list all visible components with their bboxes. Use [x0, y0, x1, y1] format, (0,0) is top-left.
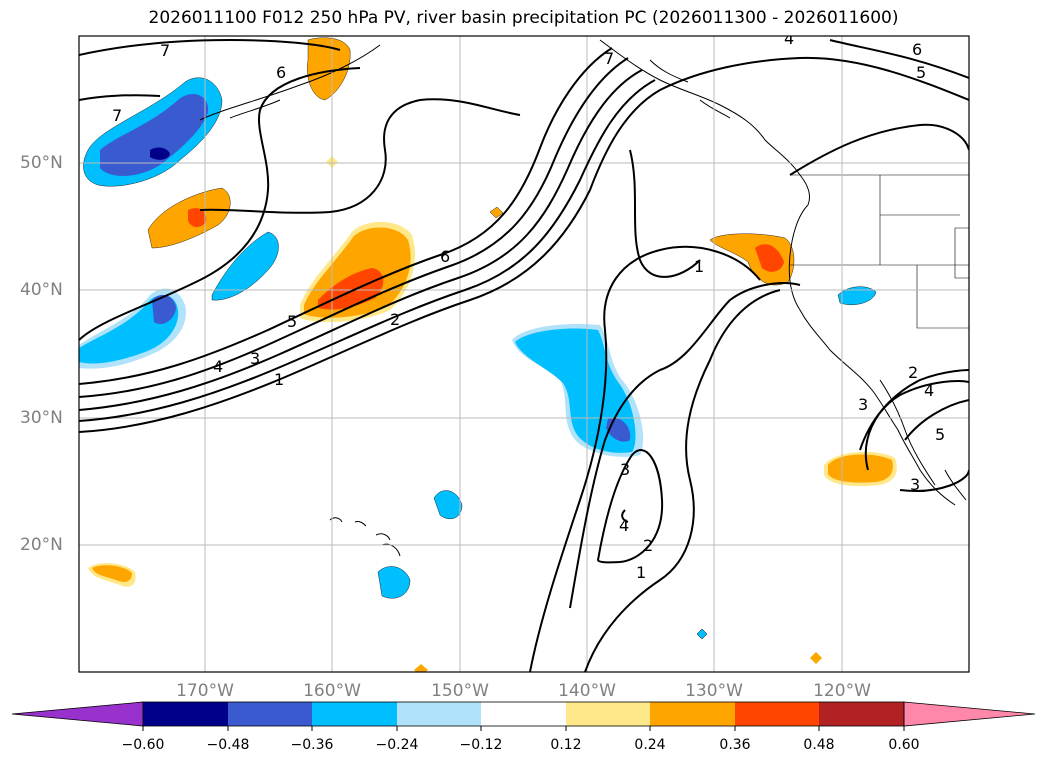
contour-label: 3	[858, 395, 868, 414]
contour-label: 5	[287, 312, 297, 331]
contour-label: 4	[619, 516, 629, 535]
lat-label: 50°N	[20, 153, 63, 173]
alaska-coastline	[199, 39, 811, 206]
contour-label: 2	[908, 363, 918, 382]
positive-precip-region	[188, 208, 207, 228]
colorbar-tick-label: 0.12	[550, 737, 582, 753]
positive-precip-region	[709, 233, 795, 286]
contour-label: 4	[924, 381, 934, 400]
positive-precip-region	[414, 664, 428, 672]
negative-precip-region	[433, 490, 463, 520]
contour-label: 3	[620, 460, 630, 479]
colorbar-tick-label: 0.48	[803, 737, 835, 753]
colorbar	[11, 701, 1036, 731]
lon-label: 140°W	[558, 681, 616, 701]
hawaiian-islands	[329, 517, 401, 557]
lon-label: 130°W	[685, 681, 743, 701]
negative-precip-region	[377, 566, 411, 599]
contour-label: 1	[636, 563, 646, 582]
positive-precip-region	[307, 37, 351, 101]
colorbar-tick-label: −0.48	[206, 737, 250, 753]
contour-label: 5	[935, 425, 945, 444]
colorbar-tick-label: −0.24	[375, 737, 419, 753]
contour-label: 1	[274, 370, 284, 389]
contour-labels: 7 6 7 6 5 6 5 4 3 1 2 1 2 3 4 1 2 3 4 5 …	[112, 29, 945, 582]
contour-label: 2	[643, 536, 653, 555]
lon-label: 170°W	[176, 681, 234, 701]
negative-precip-region	[837, 286, 877, 305]
colorbar-segment	[481, 702, 566, 726]
colorbar-tick-label: −0.60	[121, 737, 165, 753]
colorbar-segment	[735, 702, 819, 726]
map-title: 2026011100 F012 250 hPa PV, river basin …	[148, 8, 899, 28]
contour-label: 4	[213, 357, 223, 376]
contour-label: 7	[604, 49, 614, 68]
colorbar-tick-label: −0.12	[459, 737, 503, 753]
colorbar-extend-min	[11, 701, 144, 727]
positive-precip-region	[828, 454, 893, 483]
contour-label: 5	[916, 63, 926, 82]
colorbar-tick-label: 0.24	[634, 737, 666, 753]
baja-peninsula	[879, 379, 967, 501]
pv-contours	[79, 38, 969, 672]
na-west-coast	[788, 204, 956, 506]
lat-label: 30°N	[20, 408, 63, 428]
positive-precip-region	[755, 244, 784, 272]
colorbar-segment	[312, 702, 397, 726]
colorbar-tick-label: 0.36	[719, 737, 751, 753]
contour-label: 6	[440, 247, 450, 266]
lat-label: 20°N	[20, 535, 63, 555]
state-borders	[790, 174, 969, 329]
colorbar-extend-max	[903, 701, 1036, 727]
contour-label: 4	[784, 29, 794, 48]
negative-precip-region	[696, 628, 708, 640]
contour-label: 6	[276, 63, 286, 82]
lon-label: 150°W	[431, 681, 489, 701]
contour-label: 2	[390, 310, 400, 329]
positive-precip-region	[489, 206, 504, 219]
negative-precip-region	[100, 93, 209, 176]
colorbar-segment	[143, 702, 228, 726]
contour-label: 1	[694, 257, 704, 276]
contour-label: 3	[910, 475, 920, 494]
colorbar-tick-label: −0.36	[290, 737, 334, 753]
negative-precip-region	[211, 231, 279, 301]
positive-precip-region	[810, 652, 822, 664]
contour-label: 6	[912, 40, 922, 59]
colorbar-segment	[819, 702, 904, 726]
gridlines	[79, 36, 969, 672]
coastlines	[199, 39, 969, 557]
contour-label: 7	[160, 41, 170, 60]
colorbar-segment	[566, 702, 650, 726]
negative-precip-region	[152, 294, 176, 325]
colorbar-tick-label: 0.60	[888, 737, 920, 753]
contour-label: 7	[112, 106, 122, 125]
colorbar-frame	[142, 701, 905, 727]
positive-precip-region	[92, 565, 132, 582]
colorbar-segment	[397, 702, 481, 726]
lat-label: 40°N	[20, 280, 63, 300]
lon-label: 120°W	[813, 681, 871, 701]
map-frame	[78, 35, 970, 673]
map-plot-area: 7 6 7 6 5 6 5 4 3 1 2 1 2 3 4 1 2 3 4 5 …	[79, 29, 969, 672]
lon-label: 160°W	[303, 681, 361, 701]
colorbar-segment	[650, 702, 735, 726]
colorbar-segment	[228, 702, 312, 726]
negative-precip-region	[150, 147, 170, 160]
contour-label: 3	[250, 349, 260, 368]
